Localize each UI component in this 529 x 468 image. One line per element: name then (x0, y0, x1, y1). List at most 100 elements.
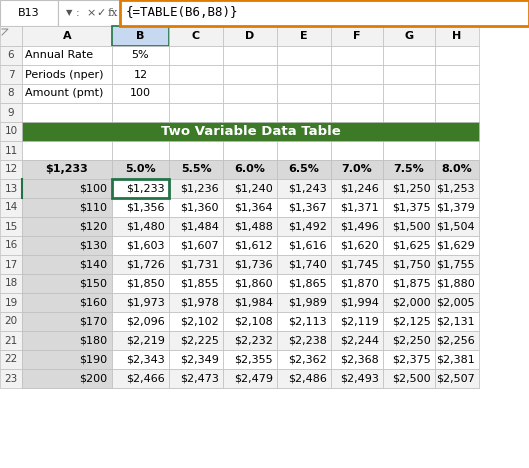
Text: $2,232: $2,232 (234, 336, 273, 345)
Bar (0, 160, 22, 179)
Bar (277, 369, 331, 388)
Bar (169, 217, 223, 236)
Bar (22, 236, 112, 255)
Bar (383, 84, 435, 103)
Bar (22, 293, 112, 312)
Bar (277, 274, 331, 293)
Text: 7: 7 (8, 70, 14, 80)
Bar (112, 179, 169, 198)
Bar (435, 103, 479, 122)
Bar (22, 293, 112, 312)
Bar (0, 369, 22, 388)
Text: B13: B13 (18, 8, 40, 18)
Bar (435, 274, 479, 293)
Text: C: C (192, 31, 200, 41)
Bar (0, 65, 22, 84)
Text: $1,360: $1,360 (180, 203, 219, 212)
Text: 5.5%: 5.5% (181, 164, 211, 175)
Bar (169, 331, 223, 350)
Bar (22, 103, 112, 122)
Bar (112, 331, 169, 350)
Bar (383, 198, 435, 217)
Text: $1,994: $1,994 (340, 298, 379, 307)
Bar (223, 331, 277, 350)
Text: $1,243: $1,243 (288, 183, 327, 193)
Bar (435, 179, 479, 198)
Bar (112, 236, 169, 255)
Bar (383, 369, 435, 388)
Bar (277, 293, 331, 312)
Text: $1,367: $1,367 (288, 203, 327, 212)
Text: $1,978: $1,978 (180, 298, 219, 307)
Bar (435, 236, 479, 255)
Text: $2,119: $2,119 (340, 316, 379, 327)
Text: $110: $110 (79, 203, 107, 212)
Bar (112, 331, 169, 350)
Text: :: : (76, 8, 80, 18)
Bar (112, 198, 169, 217)
Bar (383, 65, 435, 84)
Bar (277, 26, 331, 46)
Bar (223, 84, 277, 103)
Bar (331, 312, 383, 331)
Bar (0, 236, 22, 255)
Bar (112, 103, 169, 122)
Bar (112, 369, 169, 388)
Text: $200: $200 (79, 373, 107, 383)
Bar (277, 369, 331, 388)
Text: $1,973: $1,973 (126, 298, 165, 307)
Bar (435, 293, 479, 312)
Bar (223, 274, 277, 293)
Text: ×: × (86, 8, 95, 18)
Bar (331, 293, 383, 312)
Text: 9: 9 (8, 108, 14, 117)
Text: $1,989: $1,989 (288, 298, 327, 307)
Text: $1,984: $1,984 (234, 298, 273, 307)
Bar (223, 312, 277, 331)
Bar (277, 274, 331, 293)
Bar (277, 312, 331, 331)
Text: 6: 6 (8, 51, 14, 60)
Bar (22, 179, 112, 198)
Bar (331, 65, 383, 84)
Bar (0, 198, 22, 217)
Bar (435, 274, 479, 293)
Text: 12: 12 (4, 164, 17, 175)
Bar (223, 350, 277, 369)
Bar (22, 26, 112, 46)
Text: $120: $120 (79, 221, 107, 232)
Text: $1,500: $1,500 (393, 221, 431, 232)
Bar (383, 122, 435, 141)
Bar (22, 84, 112, 103)
Bar (22, 369, 112, 388)
Bar (435, 255, 479, 274)
Bar (22, 331, 112, 350)
Bar (223, 160, 277, 179)
Bar (331, 312, 383, 331)
Text: $2,125: $2,125 (392, 316, 431, 327)
Bar (277, 331, 331, 350)
Bar (112, 350, 169, 369)
Bar (223, 255, 277, 274)
Bar (22, 122, 479, 141)
Text: 20: 20 (4, 316, 17, 327)
Text: $1,860: $1,860 (234, 278, 273, 288)
Bar (223, 312, 277, 331)
Text: $1,625: $1,625 (393, 241, 431, 250)
Bar (331, 217, 383, 236)
Bar (112, 312, 169, 331)
Bar (435, 369, 479, 388)
Text: A: A (63, 31, 71, 41)
Bar (112, 141, 169, 160)
Bar (169, 46, 223, 65)
Text: $1,880: $1,880 (436, 278, 475, 288)
Text: $1,496: $1,496 (340, 221, 379, 232)
Bar (120, 0, 529, 26)
Bar (169, 198, 223, 217)
Bar (112, 84, 169, 103)
Bar (331, 160, 383, 179)
Bar (169, 179, 223, 198)
Text: $1,629: $1,629 (436, 241, 475, 250)
Bar (112, 293, 169, 312)
Text: $2,219: $2,219 (126, 336, 165, 345)
